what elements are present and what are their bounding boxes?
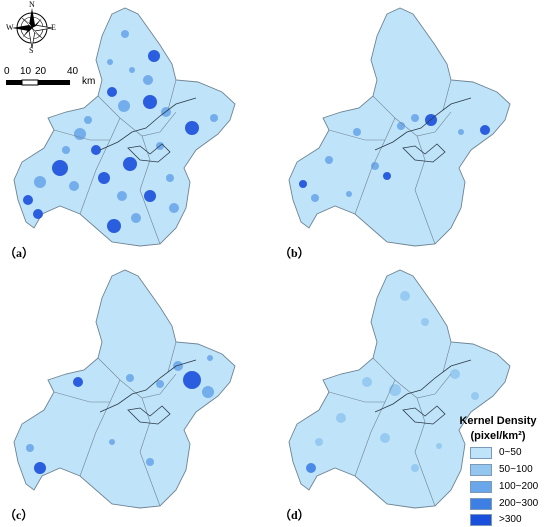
scale-unit: km — [82, 76, 96, 87]
map-panel-c: （c） — [0, 262, 275, 523]
legend-swatch — [470, 481, 492, 493]
scale-tick-20: 20 — [35, 66, 47, 77]
scale-tick-40: 40 — [67, 66, 79, 77]
legend-unit: (pixel/km²) — [470, 430, 526, 442]
legend-swatch — [470, 514, 492, 526]
legend-item-label: 100~200 — [499, 481, 539, 492]
compass-south-label: S — [29, 46, 34, 55]
compass-rose-icon — [12, 8, 53, 49]
map-c — [13, 269, 236, 509]
map-b — [288, 7, 511, 247]
scale-tick-0: 0 — [4, 66, 10, 77]
compass-east-label: E — [51, 23, 56, 32]
legend-item-label: 0~50 — [499, 447, 522, 458]
legend-title: Kernel Density — [459, 415, 537, 427]
panel-label-a: （a） — [4, 246, 35, 260]
panel-label-d: （d） — [279, 508, 310, 522]
legend-item-label: >300 — [499, 514, 522, 525]
compass-north-label: N — [29, 0, 35, 9]
map-a — [13, 7, 236, 247]
legend-item-label: 50~100 — [499, 464, 533, 475]
legend-swatch — [470, 447, 492, 459]
scale-bar: 0 10 20 40 km — [4, 66, 102, 92]
legend-swatch — [470, 498, 492, 510]
scale-tick-10: 10 — [20, 66, 32, 77]
scale-bar-graphic — [6, 79, 70, 86]
map-d — [288, 269, 511, 509]
legend-swatch — [470, 464, 492, 476]
map-panel-a: （a） — [0, 0, 275, 261]
compass-west-label: W — [6, 23, 14, 32]
map-panel-d: （d） — [275, 262, 550, 523]
panel-label-c: （c） — [4, 508, 34, 522]
map-panel-b: （b） — [275, 0, 550, 261]
compass-rose: N S E W — [6, 0, 58, 55]
legend-item-label: 200~300 — [499, 498, 539, 509]
panel-label-b: （b） — [279, 246, 310, 260]
legend: Kernel Density (pixel/km²) 0~50 50~100 1… — [448, 414, 548, 526]
